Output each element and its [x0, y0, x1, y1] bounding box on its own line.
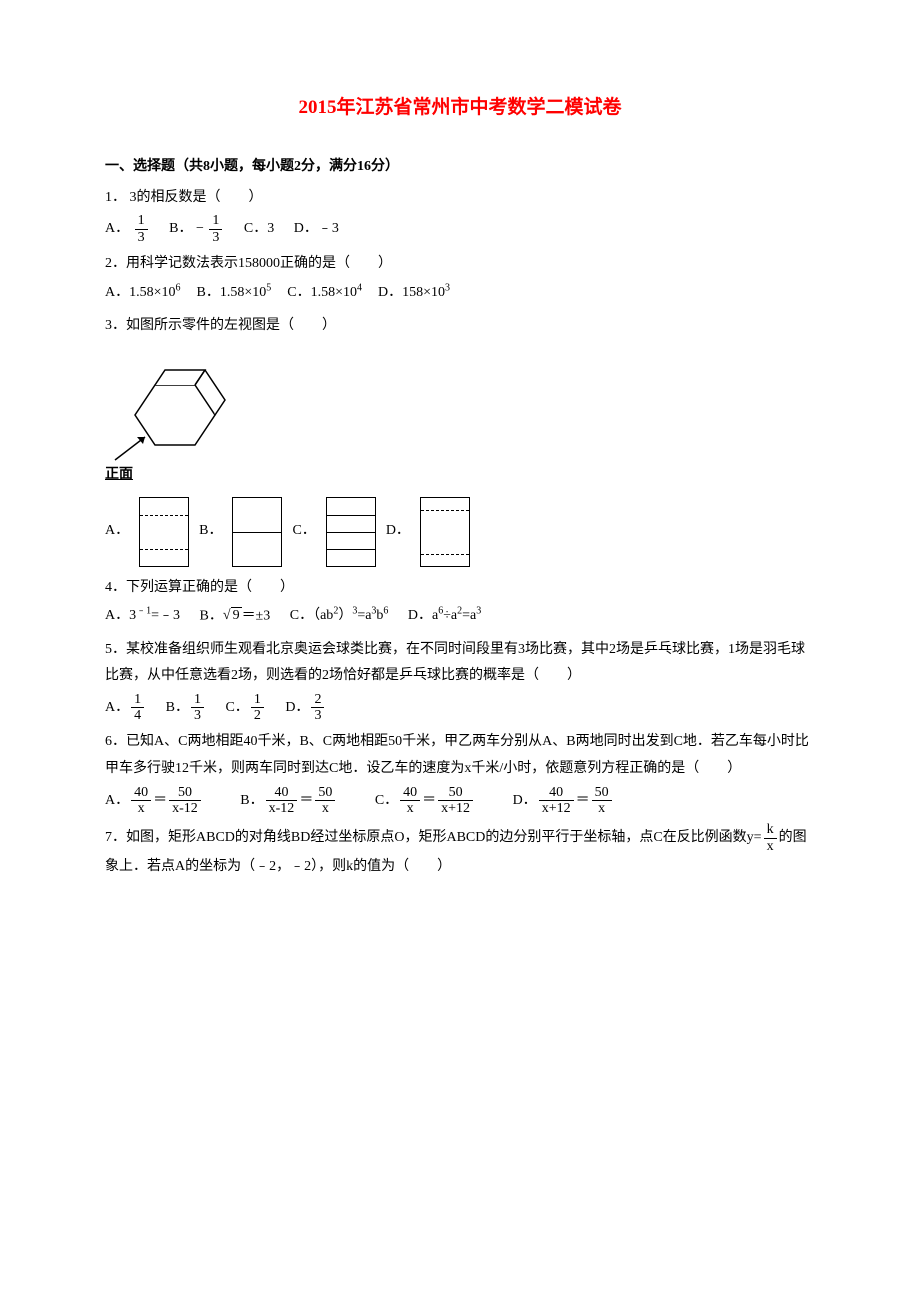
q1-optB-frac: 1 3	[209, 213, 222, 245]
q2-options: A．1.58×106B．1.58×105C．1.58×104D．158×103	[105, 280, 815, 307]
q1-optD: D．﹣3	[294, 216, 339, 243]
q6-stem: 6．已知A、C两地相距40千米，B、C两地相距50千米，甲乙两车分别从A、B两地…	[105, 729, 815, 782]
q2-optD: D．158×10	[378, 285, 445, 300]
q2-stem: 2．用科学记数法表示158000正确的是（ ）	[105, 251, 815, 278]
q4-options: A．3﹣1=﹣3 B．9＝±3 C．（ab2）3=a3b6 D．a6÷a2=a3	[105, 603, 815, 630]
q2-optC: C．1.58×10	[287, 285, 357, 300]
q1-optA-prefix: A．	[105, 221, 129, 236]
q2-optA: A．1.58×10	[105, 285, 176, 300]
page-title: 2015年江苏省常州市中考数学二模试卷	[105, 90, 815, 126]
q3-optD-label: D．	[386, 518, 410, 545]
q3-optC-box	[326, 497, 376, 567]
q5-stem: 5．某校准备组织师生观看北京奥运会球类比赛，在不同时间段里有3场比赛，其中2场是…	[105, 637, 815, 690]
q3-optB-box	[232, 497, 282, 567]
q3-optB-label: B．	[199, 518, 222, 545]
q3-options: A． B． C． D．	[105, 497, 815, 567]
q2-optB: B．1.58×10	[197, 285, 267, 300]
q1-optB-prefix: B．	[169, 221, 192, 236]
q1-optB-sign: −	[196, 221, 204, 236]
q3-stem: 3．如图所示零件的左视图是（ ）	[105, 313, 815, 340]
q1-stem: 1． 3的相反数是（ ）	[105, 185, 815, 212]
section-header: 一、选择题（共8小题，每小题2分，满分16分）	[105, 154, 815, 181]
q3-optA-label: A．	[105, 518, 129, 545]
q3-optC-label: C．	[292, 518, 315, 545]
q4-stem: 4．下列运算正确的是（ ）	[105, 575, 815, 602]
q1-options: A． 1 3 B． − 1 3 C．3 D．﹣3	[105, 213, 815, 245]
sqrt-icon: 9	[223, 603, 242, 630]
q5-options: A．14 B．13 C．12 D．23	[105, 692, 815, 724]
q3-front-label: 正面	[105, 462, 815, 489]
q3-optA-box	[139, 497, 189, 567]
q1-optA-frac: 1 3	[135, 213, 148, 245]
q3-optD-box	[420, 497, 470, 567]
q3-figure: 正面	[105, 345, 815, 488]
q1-optC: C．3	[244, 216, 274, 243]
q7-frac: kx	[764, 822, 777, 854]
q6-options: A．40x＝50x-12 B．40x-12＝50x C．40x＝50x+12 D…	[105, 785, 815, 817]
q7-stem: 7．如图，矩形ABCD的对角线BD经过坐标原点O，矩形ABCD的边分别平行于坐标…	[105, 822, 815, 880]
